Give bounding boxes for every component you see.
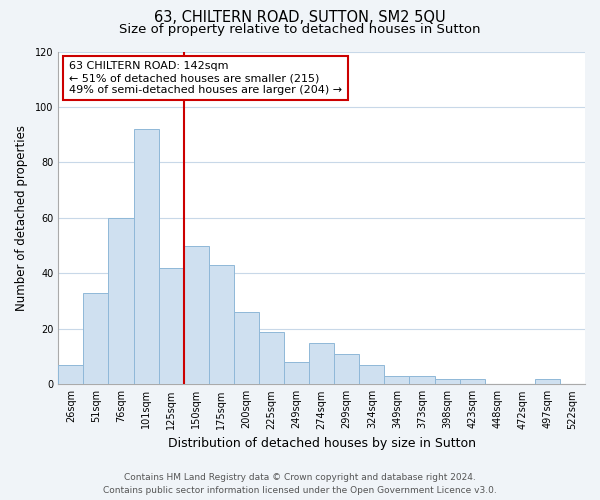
- Bar: [83, 293, 109, 384]
- Bar: [209, 265, 234, 384]
- Bar: [259, 332, 284, 384]
- Bar: [184, 246, 209, 384]
- Bar: [535, 379, 560, 384]
- Bar: [234, 312, 259, 384]
- X-axis label: Distribution of detached houses by size in Sutton: Distribution of detached houses by size …: [167, 437, 476, 450]
- Text: Size of property relative to detached houses in Sutton: Size of property relative to detached ho…: [119, 22, 481, 36]
- Bar: [284, 362, 309, 384]
- Bar: [109, 218, 134, 384]
- Bar: [334, 354, 359, 384]
- Text: 63 CHILTERN ROAD: 142sqm
← 51% of detached houses are smaller (215)
49% of semi-: 63 CHILTERN ROAD: 142sqm ← 51% of detach…: [69, 62, 342, 94]
- Bar: [359, 365, 385, 384]
- Bar: [460, 379, 485, 384]
- Bar: [434, 379, 460, 384]
- Bar: [309, 342, 334, 384]
- Bar: [409, 376, 434, 384]
- Bar: [385, 376, 409, 384]
- Text: 63, CHILTERN ROAD, SUTTON, SM2 5QU: 63, CHILTERN ROAD, SUTTON, SM2 5QU: [154, 10, 446, 25]
- Bar: [58, 365, 83, 384]
- Text: Contains HM Land Registry data © Crown copyright and database right 2024.
Contai: Contains HM Land Registry data © Crown c…: [103, 474, 497, 495]
- Y-axis label: Number of detached properties: Number of detached properties: [15, 125, 28, 311]
- Bar: [158, 268, 184, 384]
- Bar: [134, 129, 158, 384]
